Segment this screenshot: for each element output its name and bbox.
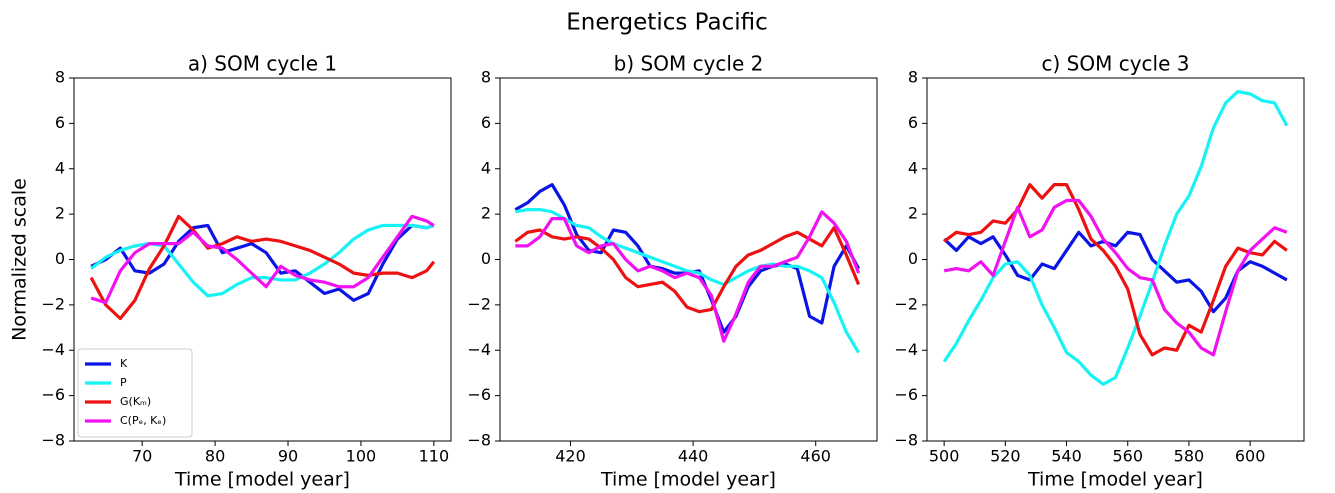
x-tick-label: 600 — [1235, 447, 1266, 466]
axis-title: c) SOM cycle 3 — [1042, 52, 1190, 76]
plot-frame — [73, 77, 452, 442]
series-line — [515, 210, 861, 343]
plot-frame — [926, 77, 1305, 442]
y-tick-label: 2 — [55, 204, 65, 223]
x-tick-label: 80 — [205, 447, 225, 466]
series-line — [942, 90, 1289, 386]
legend-label: K — [120, 357, 128, 370]
x-tick-label: 580 — [1174, 447, 1205, 466]
y-tick-label: 4 — [55, 158, 65, 177]
y-tick-label: −2 — [41, 294, 65, 313]
y-axis-label: Normalized scale — [9, 178, 31, 341]
y-tick-label: −8 — [41, 431, 65, 450]
x-tick-label: 560 — [1112, 447, 1143, 466]
series-line — [514, 183, 861, 334]
x-tick-label: 540 — [1051, 447, 1082, 466]
x-tick-label: 70 — [132, 447, 152, 466]
series-line — [90, 214, 435, 305]
legend-label: P — [120, 376, 127, 389]
series-line — [943, 198, 1288, 357]
y-tick-label: −8 — [894, 431, 918, 450]
y-tick-label: −4 — [467, 340, 491, 359]
axis-title: a) SOM cycle 1 — [188, 52, 337, 76]
x-tick-label: 100 — [346, 447, 377, 466]
figure-title: Energetics Pacific — [566, 10, 768, 36]
y-tick-label: 0 — [908, 249, 918, 268]
y-tick-label: 8 — [481, 68, 491, 87]
x-tick-label: 110 — [419, 447, 450, 466]
y-tick-label: 8 — [908, 68, 918, 87]
x-axis-label: Time [model year] — [1027, 469, 1203, 491]
y-tick-label: 6 — [55, 113, 65, 132]
x-tick-label: 90 — [278, 447, 298, 466]
y-tick-label: 4 — [908, 158, 918, 177]
x-tick-label: 520 — [990, 447, 1021, 466]
y-tick-label: 6 — [481, 113, 491, 132]
legend-label: C(Pₑ, Kₑ) — [120, 414, 166, 427]
x-tick-label: 420 — [555, 447, 586, 466]
y-tick-label: −4 — [41, 340, 65, 359]
y-tick-label: −6 — [41, 385, 65, 404]
y-tick-label: −2 — [894, 294, 918, 313]
y-tick-label: 0 — [55, 249, 65, 268]
x-tick-label: 440 — [678, 447, 709, 466]
x-tick-label: 460 — [800, 447, 831, 466]
y-tick-label: −4 — [894, 340, 918, 359]
legend-box — [77, 348, 193, 438]
legend-label: G(Kₘ) — [120, 395, 151, 408]
y-tick-label: −6 — [894, 385, 918, 404]
series-line — [90, 223, 435, 302]
y-tick-label: 4 — [481, 158, 491, 177]
plot-frame — [499, 77, 878, 442]
y-tick-label: −6 — [467, 385, 491, 404]
y-tick-label: 8 — [55, 68, 65, 87]
y-tick-label: −2 — [467, 294, 491, 313]
series-line — [943, 183, 1288, 357]
y-tick-label: 2 — [908, 204, 918, 223]
y-tick-label: 6 — [908, 113, 918, 132]
y-tick-label: −8 — [467, 431, 491, 450]
x-axis-label: Time [model year] — [600, 469, 776, 491]
x-tick-label: 500 — [929, 447, 960, 466]
x-axis-label: Time [model year] — [174, 469, 350, 491]
series-line — [515, 207, 860, 354]
y-tick-label: 0 — [481, 249, 491, 268]
series-line — [89, 214, 436, 321]
axis-title: b) SOM cycle 2 — [614, 52, 764, 76]
y-tick-label: 2 — [481, 204, 491, 223]
